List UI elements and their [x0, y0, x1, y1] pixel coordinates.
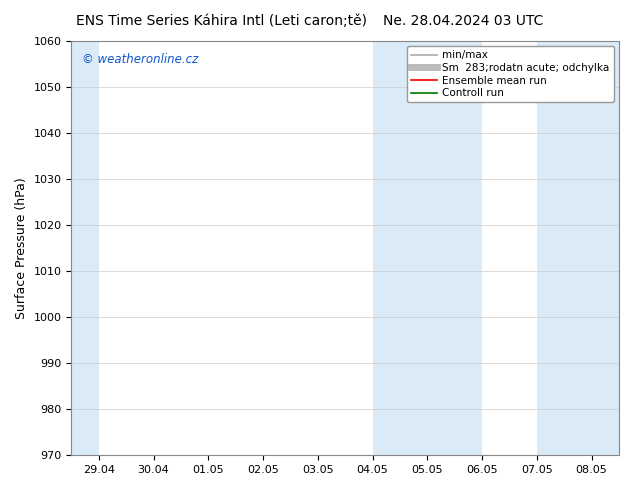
- Bar: [373, 41, 482, 455]
- Bar: [72, 41, 99, 455]
- Text: © weatheronline.cz: © weatheronline.cz: [82, 53, 198, 67]
- Text: ENS Time Series Káhira Intl (Leti caron;tě): ENS Time Series Káhira Intl (Leti caron;…: [77, 14, 367, 28]
- Legend: min/max, Sm  283;rodatn acute; odchylka, Ensemble mean run, Controll run: min/max, Sm 283;rodatn acute; odchylka, …: [407, 46, 614, 102]
- Text: Ne. 28.04.2024 03 UTC: Ne. 28.04.2024 03 UTC: [383, 14, 543, 28]
- Y-axis label: Surface Pressure (hPa): Surface Pressure (hPa): [15, 177, 28, 319]
- Bar: [537, 41, 619, 455]
